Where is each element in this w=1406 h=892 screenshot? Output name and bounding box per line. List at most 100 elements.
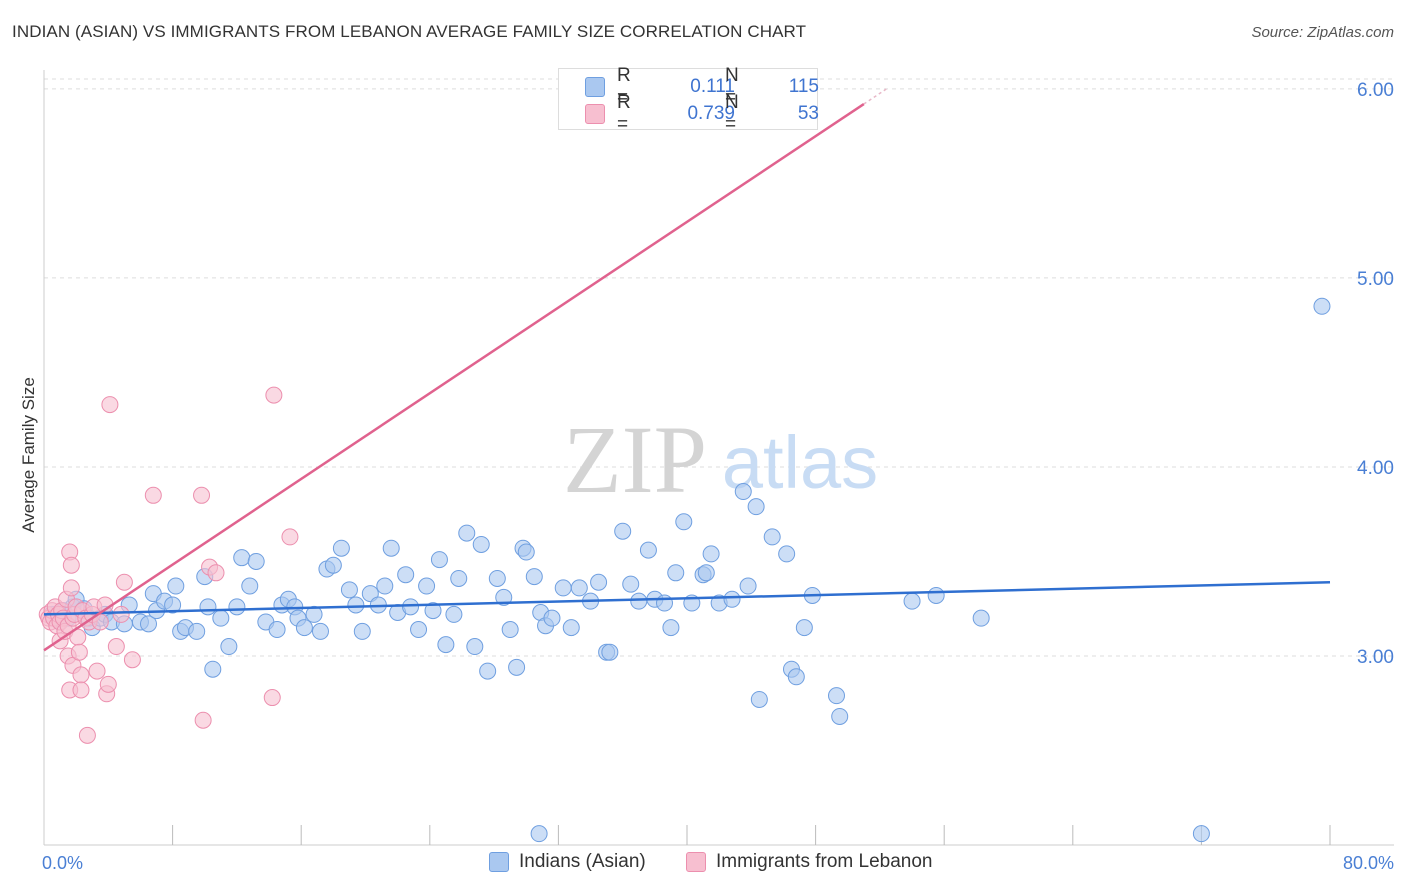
legend-swatch-pink — [585, 104, 605, 124]
data-point-lebanon — [72, 681, 90, 699]
data-point-indians — [667, 564, 685, 582]
data-point-lebanon — [112, 605, 130, 623]
data-point-indians — [639, 541, 657, 559]
data-point-indians — [268, 621, 286, 639]
data-point-indians — [562, 619, 580, 637]
data-point-indians — [630, 592, 648, 610]
data-point-indians — [247, 552, 265, 570]
data-point-lebanon — [70, 643, 88, 661]
data-point-indians — [747, 498, 765, 516]
data-point-indians — [622, 575, 640, 593]
data-point-lebanon — [265, 386, 283, 404]
grid-layer — [44, 78, 1394, 657]
data-point-indians — [204, 660, 222, 678]
data-point-indians — [697, 564, 715, 582]
data-point-indians — [750, 690, 768, 708]
data-point-indians — [508, 658, 526, 676]
data-point-indians — [1192, 825, 1210, 843]
data-point-indians — [139, 615, 157, 633]
y-tick-label: 4.00 — [1357, 458, 1394, 479]
data-point-indians — [311, 622, 329, 640]
data-point-indians — [662, 619, 680, 637]
data-point-indians — [675, 513, 693, 531]
data-point-indians — [164, 596, 182, 614]
y-axis-label: Average Family Size — [19, 377, 38, 533]
data-point-indians — [220, 638, 238, 656]
data-point-indians — [353, 622, 371, 640]
data-point-indians — [167, 577, 185, 595]
legend-r-label: R = — [617, 92, 631, 135]
data-point-indians — [554, 579, 572, 597]
data-point-lebanon — [194, 711, 212, 729]
data-point-indians — [418, 577, 436, 595]
data-point-indians — [972, 609, 990, 627]
data-point-indians — [501, 621, 519, 639]
data-point-indians — [787, 668, 805, 686]
watermark-zip: ZIP — [563, 406, 707, 513]
data-point-lebanon — [207, 564, 225, 582]
data-point-indians — [655, 594, 673, 612]
data-point-indians — [517, 543, 535, 561]
data-point-indians — [212, 609, 230, 627]
data-point-indians — [458, 524, 476, 542]
data-point-lebanon — [62, 579, 80, 597]
y-tick-label: 3.00 — [1357, 647, 1394, 668]
data-point-indians — [382, 539, 400, 557]
data-point-indians — [739, 577, 757, 595]
data-point-indians — [445, 605, 463, 623]
legend-swatch-blue — [489, 852, 509, 872]
data-point-indians — [614, 522, 632, 540]
data-point-lebanon — [101, 396, 119, 414]
x-edge-label-left: 0.0% — [42, 853, 83, 873]
data-point-indians — [734, 483, 752, 501]
data-point-indians — [332, 539, 350, 557]
data-point-indians — [479, 662, 497, 680]
data-point-lebanon — [72, 666, 90, 684]
data-point-indians — [702, 545, 720, 563]
data-point-lebanon — [78, 726, 96, 744]
chart-title: INDIAN (ASIAN) VS IMMIGRANTS FROM LEBANO… — [12, 22, 807, 41]
data-point-lebanon — [88, 662, 106, 680]
data-point-indians — [488, 569, 506, 587]
data-point-indians — [1313, 297, 1331, 315]
data-point-indians — [903, 592, 921, 610]
data-point-indians — [376, 577, 394, 595]
series-indians-asian — [43, 297, 1331, 843]
data-point-indians — [305, 605, 323, 623]
y-tick-label: 6.00 — [1357, 80, 1394, 101]
trend-line-lebanon-extension — [863, 87, 889, 105]
legend-item-lebanon: Immigrants from Lebanon — [686, 851, 933, 873]
data-point-indians — [543, 609, 561, 627]
legend-swatch-pink — [686, 852, 706, 872]
data-point-indians — [530, 825, 548, 843]
data-point-indians — [324, 556, 342, 574]
legend-item-indians: Indians (Asian) — [489, 851, 646, 873]
data-point-indians — [472, 535, 490, 553]
legend-swatch-blue — [585, 77, 605, 97]
data-point-indians — [525, 568, 543, 586]
data-point-indians — [601, 643, 619, 661]
data-point-lebanon — [263, 689, 281, 707]
data-point-indians — [241, 577, 259, 595]
trend-lines — [43, 87, 1331, 652]
data-point-indians — [450, 569, 468, 587]
data-point-lebanon — [281, 528, 299, 546]
data-point-indians — [437, 636, 455, 654]
data-point-indians — [795, 619, 813, 637]
data-point-indians — [831, 707, 849, 725]
legend-label: Immigrants from Lebanon — [716, 851, 933, 872]
legend-n-label: N = — [725, 92, 739, 135]
x-edge-label-right: 80.0% — [1343, 853, 1394, 873]
chart-source: Source: ZipAtlas.com — [1251, 24, 1394, 41]
data-point-indians — [424, 602, 442, 620]
data-point-indians — [402, 598, 420, 616]
legend-r-value: 0.739 — [687, 103, 735, 124]
data-point-lebanon — [107, 638, 125, 656]
legend-n-value: 53 — [797, 103, 819, 124]
data-point-indians — [347, 596, 365, 614]
data-point-lebanon — [144, 486, 162, 504]
y-tick-label: 5.00 — [1357, 269, 1394, 290]
watermark: ZIP atlas — [563, 406, 878, 513]
data-point-indians — [927, 586, 945, 604]
data-point-lebanon — [193, 486, 211, 504]
